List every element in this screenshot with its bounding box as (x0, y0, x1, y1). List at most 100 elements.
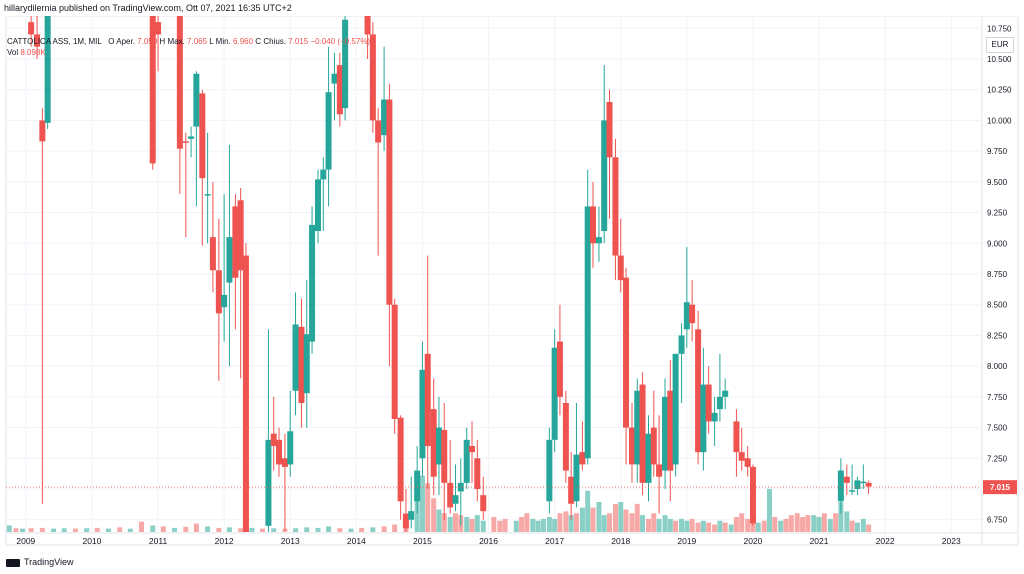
candle-body (860, 481, 867, 484)
time-tick-label: 2015 (413, 536, 432, 546)
candle-body (155, 22, 162, 35)
volume-bar (172, 527, 178, 532)
volume-bar (452, 513, 458, 532)
time-tick-label: 2011 (149, 536, 168, 546)
volume-bar (772, 517, 778, 532)
volume-bar (679, 518, 685, 532)
volume-bar (733, 517, 739, 532)
legend-close-word: Chius. (263, 37, 286, 46)
candle-body (381, 99, 388, 136)
volume-bar (745, 518, 751, 532)
volume-bar (425, 483, 431, 532)
volume-bar (601, 515, 607, 532)
candle-body (601, 120, 608, 231)
tradingview-brand: TradingView (24, 557, 74, 567)
candle-body (716, 396, 723, 410)
volume-bar (794, 513, 800, 532)
candle-body (573, 454, 580, 502)
volume-bar (315, 527, 321, 532)
volume-bar (833, 513, 839, 532)
legend-close-value: 7.015 (288, 37, 309, 46)
price-tick-label: 10.250 (987, 86, 1012, 95)
candle-body (700, 384, 707, 453)
volume-bar (497, 520, 503, 532)
publish-header: hillarydilernia published on TradingView… (0, 0, 1024, 16)
plot-area[interactable] (6, 16, 872, 538)
volume-bar (783, 518, 789, 532)
price-tick-label: 10.750 (987, 24, 1012, 33)
legend-volume-label[interactable]: Vol (7, 48, 19, 57)
volume-bar (640, 515, 646, 532)
candle-body (342, 19, 349, 109)
candle-body (182, 141, 189, 143)
candle-body (595, 237, 602, 244)
volume-bar (183, 526, 189, 532)
candle-body (375, 120, 382, 143)
volume-bar (94, 527, 100, 532)
volume-bar (717, 520, 723, 532)
candle-body (331, 73, 338, 84)
price-tick-label: 8.750 (987, 270, 1008, 279)
candle-body (232, 206, 239, 278)
volume-bar (618, 502, 624, 532)
candlestick-chart[interactable]: 6.7507.0007.2507.5007.7508.0008.2508.500… (0, 16, 1024, 546)
legend-symbol[interactable]: CATTOLICA ASS, 1M, MIL (7, 37, 102, 46)
volume-bar (656, 518, 662, 532)
legend-high-word: Max. (167, 37, 185, 46)
volume-bar (585, 490, 591, 532)
candle-body (678, 335, 685, 354)
candle-body (634, 390, 641, 465)
volume-bar (750, 520, 756, 532)
candle-body (226, 237, 233, 283)
time-tick-label: 2009 (16, 536, 35, 546)
candle-body (656, 464, 663, 477)
volume-bar (61, 528, 67, 532)
price-tick-label: 9.500 (987, 178, 1008, 187)
footer (0, 550, 1024, 574)
time-tick-label: 2017 (545, 536, 564, 546)
candle-body (44, 16, 51, 123)
candle-body (695, 329, 702, 453)
volume-bar (216, 527, 222, 532)
volume-bar (568, 515, 574, 532)
volume-bar (28, 528, 34, 532)
candle-body (402, 513, 409, 529)
candle-body (265, 439, 272, 526)
candle-body (303, 334, 310, 394)
candle-body (325, 92, 332, 170)
price-tick-label: 10.000 (987, 116, 1012, 125)
volume-bar (778, 520, 784, 532)
price-tick-label: 9.250 (987, 209, 1008, 218)
volume-bar (150, 525, 156, 532)
legend-ohlc-row: CATTOLICA ASS, 1M, MIL O Aper. 7.050 H M… (7, 36, 370, 47)
candle-body (441, 430, 448, 483)
candle-body (424, 353, 431, 446)
volume-bar (51, 528, 57, 532)
candle-body (556, 341, 563, 397)
volume-bar (590, 507, 596, 532)
candle-body (276, 439, 282, 465)
time-tick-label: 2023 (942, 536, 961, 546)
tradingview-logo[interactable]: TradingView (6, 556, 74, 568)
candle-body (849, 490, 856, 492)
volume-bar (519, 517, 525, 532)
candle-body (722, 390, 729, 397)
volume-bar (480, 520, 486, 532)
legend-open-word: Aper. (116, 37, 135, 46)
price-tick-label: 7.500 (987, 424, 1008, 433)
volume-bar (474, 515, 480, 532)
legend-open-label: O (108, 37, 115, 46)
candle-body (237, 200, 244, 271)
currency-badge[interactable]: EUR (986, 37, 1014, 53)
price-tick-label: 10.500 (987, 55, 1012, 64)
candle-body (315, 179, 321, 231)
volume-bar (700, 520, 706, 532)
time-tick-label: 2012 (215, 536, 234, 546)
volume-bar (629, 513, 635, 532)
time-tick-label: 2010 (82, 536, 101, 546)
volume-bar (722, 522, 728, 532)
time-tick-label: 2016 (479, 536, 498, 546)
volume-bar (712, 524, 718, 532)
volume-bar (72, 528, 78, 532)
chart-frame[interactable]: 6.7507.0007.2507.5007.7508.0008.2508.500… (0, 16, 1024, 546)
